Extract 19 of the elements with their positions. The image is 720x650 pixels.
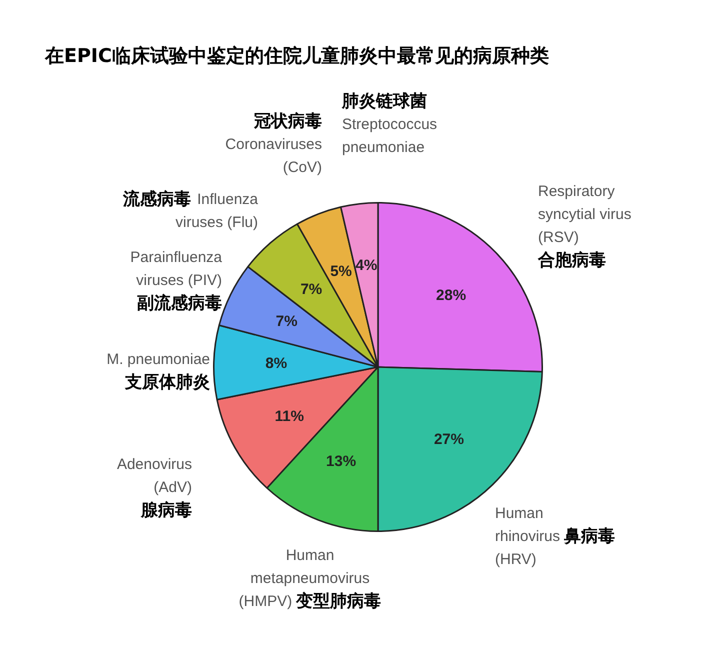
data-label: 28% [436, 287, 466, 304]
slice-label: M. pneumoniae 支原体肺炎 [106, 351, 210, 392]
data-label: 4% [356, 256, 378, 274]
slice-label: Human metapneumovirus (HMPV) 变型肺病毒 [238, 547, 382, 612]
chart-title: 在EPIC临床试验中鉴定的住院儿童肺炎中最常见的病原种类 [44, 44, 549, 67]
slice-label: Adenovirus (AdV) 腺病毒 [116, 456, 192, 520]
slice-label: 流感病毒 Influenza viruses (Flu) [122, 189, 259, 232]
data-label: 7% [276, 313, 298, 330]
slice-label: 肺炎链球菌 Streptococcus pneumoniae [341, 91, 438, 156]
data-label: 11% [274, 408, 304, 426]
slice-label: Parainfluenza viruses (PIV) 副流感病毒 [130, 249, 223, 314]
category-label: Human rhinovirus 鼻病毒 (HRV) [495, 505, 616, 568]
slice-label: 冠状病毒 Coronaviruses (CoV) [225, 111, 322, 176]
data-label: 5% [330, 263, 352, 280]
data-label: 8% [265, 355, 288, 372]
data-label: 13% [326, 453, 356, 470]
slice-label: Respiratory syncytial virus (RSV) 合胞病毒 [537, 183, 632, 270]
data-label: 27% [434, 431, 464, 448]
data-label: 7% [300, 281, 322, 298]
